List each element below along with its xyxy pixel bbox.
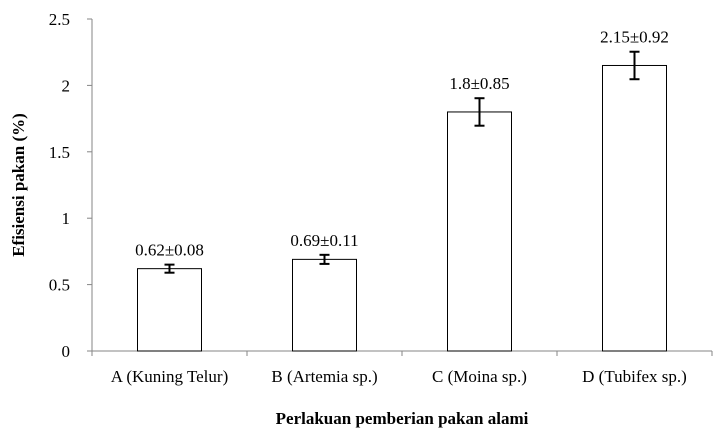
y-tick-labels: 0 0.5 1 1.5 2 2.5 [49, 10, 70, 361]
y-tick-label: 0 [62, 342, 71, 361]
category-label: A (Kuning Telur) [111, 367, 228, 386]
y-tick-label: 1 [62, 209, 71, 228]
bar [137, 268, 202, 352]
data-labels: 0.62±0.08 0.69±0.11 1.8±0.85 2.15±0.92 [135, 28, 669, 260]
x-tick-labels: A (Kuning Telur) B (Artemia sp.) C (Moina … [111, 367, 687, 386]
bars [137, 64, 667, 352]
x-axis-title: Perlakuan pemberian pakan alami [276, 409, 529, 428]
bar [447, 111, 512, 352]
error-bars [164, 50, 640, 274]
y-tick-label: 2.5 [49, 10, 70, 29]
data-label: 2.15±0.92 [600, 28, 669, 47]
data-label: 1.8±0.85 [449, 74, 509, 93]
y-axis-title: Efisiensi pakan (%) [9, 113, 28, 257]
data-label: 0.62±0.08 [135, 241, 204, 260]
bar [292, 258, 357, 352]
category-label: C (Moina sp.) [432, 367, 527, 386]
y-tick-label: 2 [62, 76, 71, 95]
category-label: D (Tubifex sp.) [582, 367, 687, 386]
category-label: B (Artemia sp.) [271, 367, 377, 386]
y-tick-label: 1.5 [49, 143, 70, 162]
bar [602, 64, 667, 352]
data-label: 0.69±0.11 [290, 231, 358, 250]
y-tick-label: 0.5 [49, 276, 70, 295]
